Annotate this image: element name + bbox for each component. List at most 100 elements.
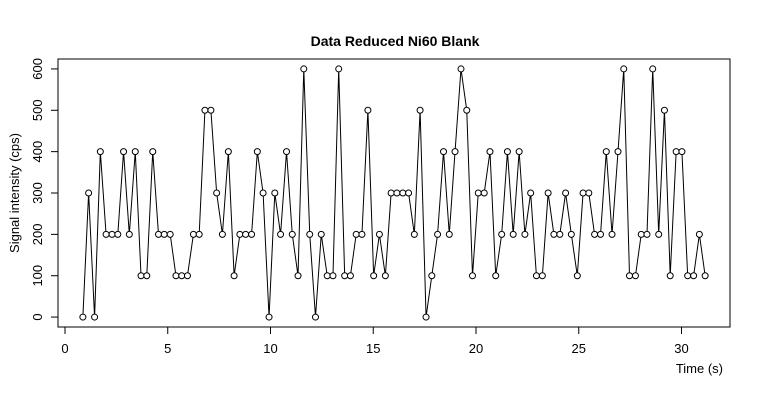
data-point (236, 230, 244, 238)
data-point (125, 230, 133, 238)
data-point (614, 148, 622, 156)
data-point (631, 272, 639, 280)
data-point (352, 230, 360, 238)
data-point (96, 148, 104, 156)
data-point (498, 230, 506, 238)
data-point (585, 189, 593, 197)
data-point (567, 230, 575, 238)
data-point (626, 272, 634, 280)
data-point (160, 230, 168, 238)
data-point (91, 313, 99, 321)
data-point (329, 272, 337, 280)
data-point (422, 313, 430, 321)
data-point (544, 189, 552, 197)
data-point (538, 272, 546, 280)
data-point (166, 230, 174, 238)
data-point (294, 272, 302, 280)
data-point (143, 272, 151, 280)
x-tick-label: 5 (164, 341, 171, 356)
data-point (189, 230, 197, 238)
data-point (556, 230, 564, 238)
data-point (416, 106, 424, 114)
data-point (695, 230, 703, 238)
data-point (265, 313, 273, 321)
data-point (597, 230, 605, 238)
data-point (701, 272, 709, 280)
data-point (253, 148, 261, 156)
data-point (381, 272, 389, 280)
data-point (364, 106, 372, 114)
data-point (440, 148, 448, 156)
data-point (341, 272, 349, 280)
data-point (509, 230, 517, 238)
data-point (183, 272, 191, 280)
data-point (172, 272, 180, 280)
data-point (283, 148, 291, 156)
data-point (131, 148, 139, 156)
data-point (149, 148, 157, 156)
y-tick-label: 600 (30, 58, 45, 80)
y-tick-label: 200 (30, 224, 45, 246)
data-point (480, 189, 488, 197)
y-tick-label: 100 (30, 265, 45, 287)
data-point (207, 106, 215, 114)
data-point (451, 148, 459, 156)
y-axis-label: Signal intensity (cps) (7, 133, 22, 253)
data-point (515, 148, 523, 156)
data-point (323, 272, 331, 280)
y-tick-label: 300 (30, 182, 45, 204)
data-point (608, 230, 616, 238)
data-point (137, 272, 145, 280)
data-point (649, 65, 657, 73)
data-point (317, 230, 325, 238)
x-tick-label: 0 (61, 341, 68, 356)
y-tick-label: 400 (30, 141, 45, 163)
data-point (306, 230, 314, 238)
data-point (288, 230, 296, 238)
data-point (690, 272, 698, 280)
x-axis-label: Time (s) (676, 361, 723, 376)
data-point (79, 313, 87, 321)
data-point (178, 272, 186, 280)
data-point (457, 65, 465, 73)
data-point (486, 148, 494, 156)
data-point (521, 230, 529, 238)
data-point (375, 230, 383, 238)
data-point (213, 189, 221, 197)
data-point (259, 189, 267, 197)
data-point (410, 230, 418, 238)
data-point (346, 272, 354, 280)
x-tick-label: 30 (674, 341, 688, 356)
data-point (672, 148, 680, 156)
data-point (655, 230, 663, 238)
x-tick-label: 20 (469, 341, 483, 356)
data-point (550, 230, 558, 238)
data-point (643, 230, 651, 238)
data-point (503, 148, 511, 156)
data-point (602, 148, 610, 156)
data-point (660, 106, 668, 114)
x-tick-label: 15 (366, 341, 380, 356)
data-point (277, 230, 285, 238)
data-point (532, 272, 540, 280)
data-point (678, 148, 686, 156)
data-point (201, 106, 209, 114)
data-point (492, 272, 500, 280)
data-point (591, 230, 599, 238)
data-point (393, 189, 401, 197)
data-point (85, 189, 93, 197)
data-point (114, 230, 122, 238)
data-point (573, 272, 581, 280)
data-point (242, 230, 250, 238)
data-point (474, 189, 482, 197)
data-point (469, 272, 477, 280)
chart-title: Data Reduced Ni60 Blank (311, 33, 480, 49)
data-point (399, 189, 407, 197)
data-point (434, 230, 442, 238)
data-point (224, 148, 232, 156)
data-point (248, 230, 256, 238)
data-point (387, 189, 395, 197)
data-point (405, 189, 413, 197)
data-point (684, 272, 692, 280)
